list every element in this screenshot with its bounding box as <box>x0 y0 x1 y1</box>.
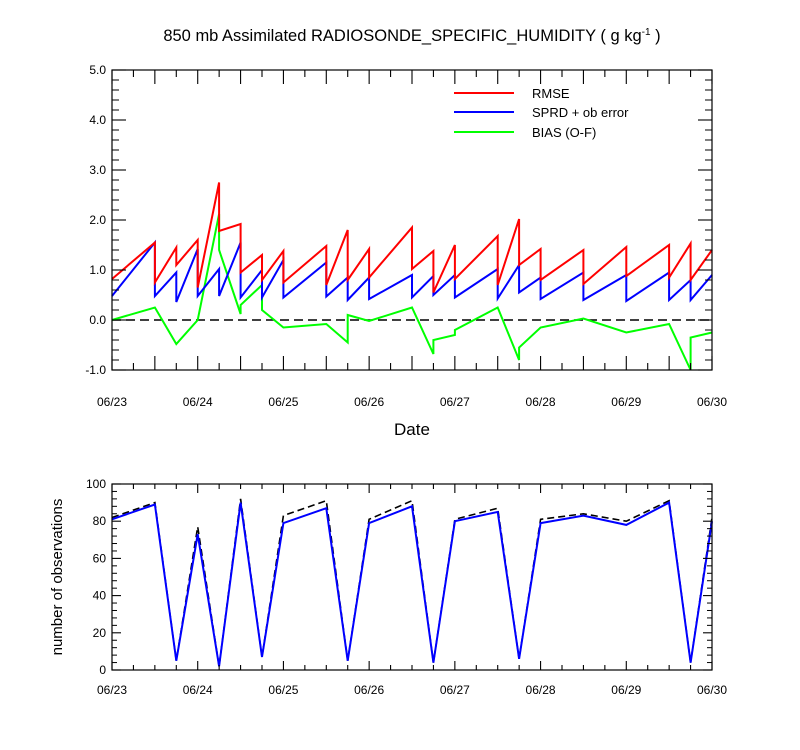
legend: RMSE SPRD + ob error BIAS (O-F) <box>454 86 629 140</box>
x-tick-label: 06/30 <box>697 683 727 697</box>
y-tick-label: 5.0 <box>89 63 106 77</box>
bottom-series-layer <box>111 498 713 667</box>
x-tick-label: 06/26 <box>354 683 384 697</box>
legend-label-bias: BIAS (O-F) <box>532 125 596 140</box>
title-main: 850 mb Assimilated RADIOSONDE_SPECIFIC_H… <box>163 27 641 45</box>
y-axis-title: number of observations <box>49 499 66 656</box>
legend-label-rmse: RMSE <box>532 86 570 101</box>
y-tick-label: 40 <box>93 589 107 603</box>
x-tick-label: 06/24 <box>183 683 213 697</box>
title-end: ) <box>651 27 661 45</box>
bottom-panel: 06/23 06/24 06/25 06/26 06/27 06/28 06/29 06/30… <box>49 477 727 697</box>
y-tick-label: 2.0 <box>89 213 106 227</box>
x-axis-title: Date <box>394 420 430 439</box>
y-tick-label: 3.0 <box>89 163 106 177</box>
legend-label-sprd: SPRD + ob error <box>532 105 629 120</box>
x-tick-label: 06/29 <box>611 395 641 409</box>
x-tick-label: 06/26 <box>354 395 384 409</box>
x-tick-label: 06/27 <box>440 395 470 409</box>
x-tick-label: 06/25 <box>268 683 298 697</box>
top-plot-frame <box>111 69 713 371</box>
y-tick-label: 0 <box>99 663 106 677</box>
y-tick-label: 80 <box>93 514 107 528</box>
x-tick-label: 06/25 <box>268 395 298 409</box>
x-tick-label: 06/28 <box>526 395 556 409</box>
x-tick-label: 06/23 <box>97 395 127 409</box>
x-tick-label: 06/23 <box>97 683 127 697</box>
x-tick-label: 06/24 <box>183 395 213 409</box>
y-tick-label: 1.0 <box>89 263 106 277</box>
top-panel: RMSE SPRD + ob error BIAS (O-F) 06/23 06/… <box>85 63 727 439</box>
x-tick-label: 06/27 <box>440 683 470 697</box>
y-tick-label: 20 <box>93 626 107 640</box>
x-tick-label: 06/29 <box>611 683 641 697</box>
series-line-observations-assimilated <box>111 501 713 667</box>
bottom-plot-frame <box>111 483 713 671</box>
top-axis-ticks: 06/23 06/24 06/25 06/26 06/27 06/28 06/29 06/30… <box>85 63 727 409</box>
x-tick-label: 06/30 <box>697 395 727 409</box>
bottom-axis-ticks: 06/23 06/24 06/25 06/26 06/27 06/28 06/29 06/30… <box>86 477 727 697</box>
y-tick-label: 0.0 <box>89 313 106 327</box>
y-tick-label: 60 <box>93 551 107 565</box>
series-line-sprd-ob-error <box>111 239 713 303</box>
chart-title: 850 mb Assimilated RADIOSONDE_SPECIFIC_H… <box>163 27 660 45</box>
y-tick-label: 100 <box>86 477 106 491</box>
series-line-bias-o-f <box>111 213 713 371</box>
title-superscript: -1 <box>642 27 651 38</box>
y-tick-label: 4.0 <box>89 113 106 127</box>
top-series-layer <box>111 182 713 371</box>
series-line-rmse <box>111 182 713 293</box>
y-tick-label: -1.0 <box>85 363 106 377</box>
x-tick-label: 06/28 <box>526 683 556 697</box>
